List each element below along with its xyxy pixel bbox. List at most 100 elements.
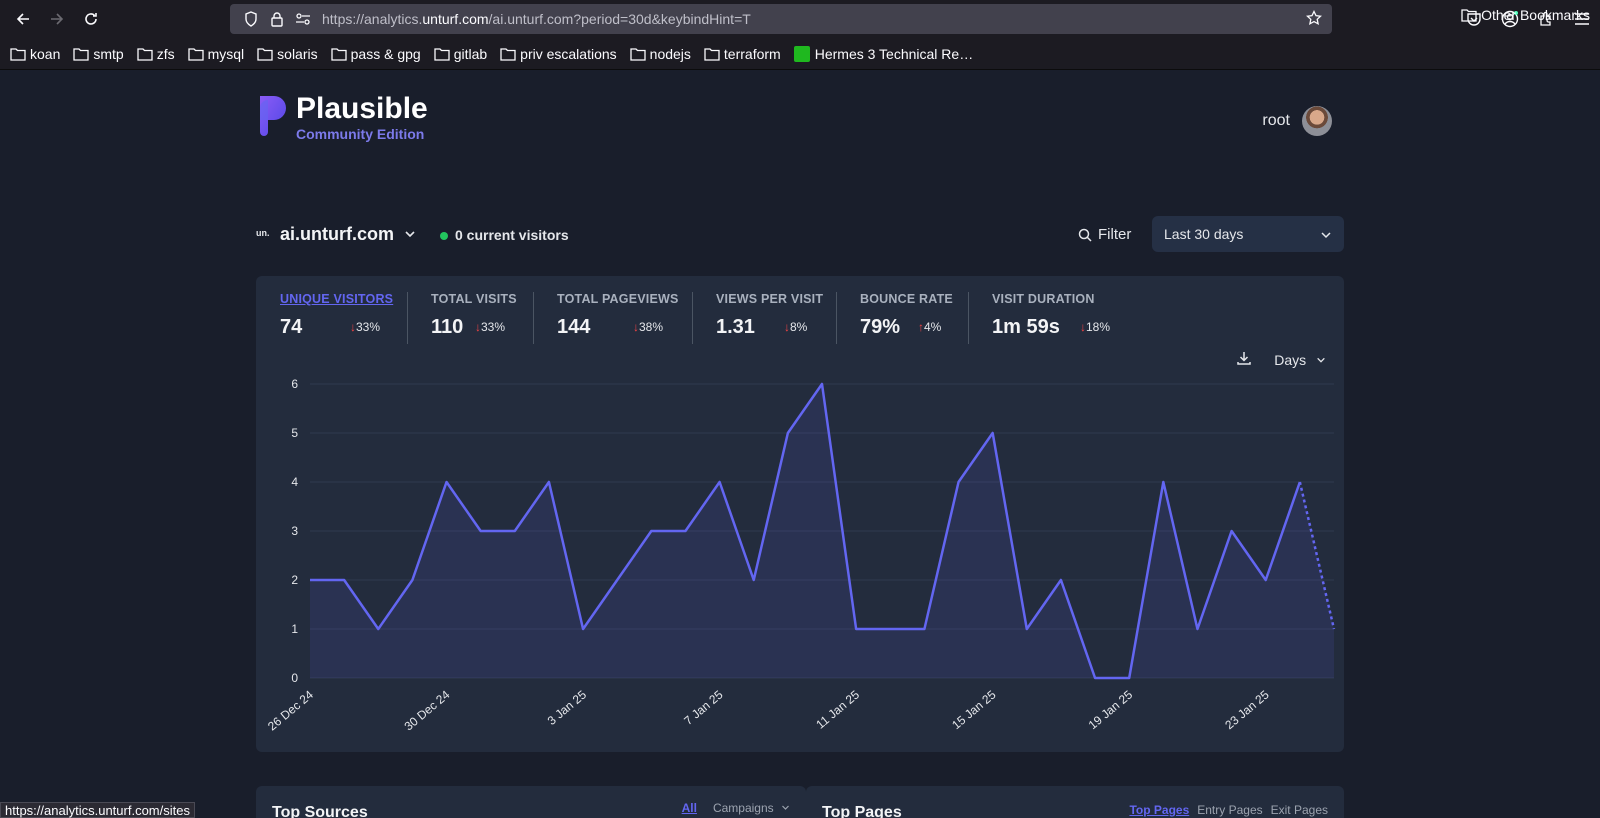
- data-point: [649, 529, 653, 533]
- lock-icon[interactable]: [264, 11, 290, 27]
- tab-entry-pages[interactable]: Entry Pages: [1197, 803, 1263, 817]
- bookmark-item[interactable]: nodejs: [630, 46, 691, 62]
- plausible-logo[interactable]: Plausible Community Edition: [256, 94, 428, 142]
- y-tick-label: 1: [291, 622, 298, 636]
- filter-button[interactable]: Filter: [1078, 226, 1131, 243]
- visitors-line-chart[interactable]: 0 1 2 3 4 5 6 26 Dec 24 30 Dec 24 3 Jan 25 7 Jan 2…: [256, 366, 1344, 746]
- folder-icon: [500, 47, 516, 61]
- bookmark-item[interactable]: terraform: [704, 46, 781, 62]
- data-point: [445, 480, 449, 484]
- url-text[interactable]: https://analytics.unturf.com/ai.unturf.c…: [322, 11, 751, 27]
- folder-icon: [630, 47, 646, 61]
- data-point: [615, 578, 619, 582]
- bookmark-label: zfs: [156, 45, 175, 62]
- metric-total-visits[interactable]: TOTAL VISITS 110 ↓33%: [431, 292, 517, 344]
- other-bookmarks[interactable]: Other Bookmarks: [1461, 7, 1590, 23]
- folder-icon: [137, 47, 153, 61]
- bookmark-item[interactable]: smtp: [73, 46, 124, 62]
- arrow-left-icon: [16, 13, 29, 25]
- other-bookmarks-label: Other Bookmarks: [1481, 7, 1590, 23]
- interval-picker[interactable]: Days: [1274, 352, 1326, 368]
- tab-all[interactable]: All: [681, 801, 697, 815]
- bookmark-item[interactable]: priv escalations: [500, 46, 617, 62]
- data-point: [1195, 627, 1199, 631]
- data-point: [1161, 480, 1165, 484]
- current-visitors[interactable]: 0 current visitors: [455, 227, 569, 243]
- data-point: [752, 578, 756, 582]
- chevron-down-icon: [782, 805, 789, 810]
- bookmark-item[interactable]: gitlab: [434, 46, 487, 62]
- x-tick-label: 26 Dec 24: [265, 687, 316, 733]
- metric-views-per-visit[interactable]: VIEWS PER VISIT 1.31 ↓8%: [716, 292, 823, 344]
- logo-subtitle: Community Edition: [296, 126, 425, 142]
- extensions-button[interactable]: [1528, 4, 1564, 34]
- metric-change: ↓18%: [1080, 320, 1111, 334]
- metric-unique-visitors[interactable]: UNIQUE VISITORS 74 ↓33%: [280, 292, 393, 344]
- tab-exit-pages[interactable]: Exit Pages: [1270, 803, 1328, 817]
- metric-change: ↑4%: [918, 320, 942, 334]
- live-dot-icon: [440, 232, 448, 240]
- bookmark-item[interactable]: mysql: [187, 46, 244, 62]
- metric-label: UNIQUE VISITORS: [280, 292, 394, 306]
- filter-label: Filter: [1098, 226, 1132, 243]
- bookmark-item[interactable]: zfs: [137, 46, 175, 62]
- logo-title: Plausible: [296, 92, 428, 125]
- metric-value: 1m 59s: [992, 316, 1060, 338]
- arrow-down-icon: ↓: [350, 320, 356, 334]
- star-icon[interactable]: [1306, 9, 1322, 31]
- period-picker[interactable]: Last 30 days: [1152, 216, 1344, 252]
- plausible-logo-icon: [260, 96, 286, 136]
- x-tick-label: 11 Jan 25: [813, 687, 862, 731]
- data-point: [1264, 578, 1268, 582]
- metric-change: ↓33%: [475, 320, 506, 334]
- folder-icon: [10, 47, 26, 61]
- forward-button[interactable]: [40, 4, 74, 34]
- account-icon: [1501, 10, 1519, 28]
- x-tick-label: 7 Jan 25: [681, 687, 726, 728]
- tab-top-pages[interactable]: Top Pages: [1129, 803, 1190, 817]
- download-icon[interactable]: [1236, 350, 1252, 369]
- bookmark-label: Hermes 3 Technical Re…: [814, 45, 974, 62]
- metric-bounce-rate[interactable]: BOUNCE RATE 79% ↑4%: [860, 292, 953, 344]
- top-pages-panel: Top Pages Top Pages Entry Pages Exit Pag…: [806, 786, 1344, 818]
- bookmark-item[interactable]: pass & gpg: [330, 45, 421, 62]
- top-sources-title: Top Sources: [272, 804, 368, 818]
- data-point: [1127, 676, 1131, 680]
- back-button[interactable]: [6, 4, 40, 34]
- data-point: [888, 627, 892, 631]
- permissions-icon[interactable]: [290, 12, 316, 26]
- shield-icon[interactable]: [238, 11, 264, 27]
- hamburger-icon: [1575, 13, 1589, 25]
- metric-label: VIEWS PER VISIT: [716, 292, 824, 306]
- bookmark-item[interactable]: koan: [10, 46, 60, 62]
- metric-value: 144: [557, 316, 591, 338]
- bookmark-label: pass & gpg: [350, 45, 421, 62]
- folder-icon: [330, 47, 347, 61]
- site-switcher[interactable]: ai.unturf.com: [280, 224, 395, 244]
- data-point: [1332, 627, 1336, 631]
- data-point: [1093, 676, 1097, 680]
- account-button[interactable]: [1492, 4, 1528, 34]
- interval-label: Days: [1274, 351, 1307, 368]
- bookmark-item[interactable]: Hermes 3 Technical Re…: [793, 45, 974, 62]
- data-point: [991, 431, 995, 435]
- bookmark-item[interactable]: solaris: [257, 46, 318, 62]
- data-point: [342, 578, 346, 582]
- data-point: [683, 529, 687, 533]
- metric-visit-duration[interactable]: VISIT DURATION 1m 59s ↓18%: [992, 292, 1110, 344]
- metric-total-pageviews[interactable]: TOTAL PAGEVIEWS 144 ↓38%: [557, 292, 679, 344]
- bookmark-label: koan: [30, 45, 61, 62]
- data-point: [854, 627, 858, 631]
- reload-button[interactable]: [74, 4, 108, 34]
- tab-campaigns[interactable]: Campaigns: [705, 801, 790, 815]
- menu-button[interactable]: [1564, 4, 1600, 34]
- status-bar-url: https://analytics.unturf.com/sites: [0, 802, 195, 818]
- chevron-down-icon[interactable]: [404, 222, 416, 243]
- data-point: [1298, 480, 1302, 484]
- user-menu[interactable]: root: [1262, 106, 1332, 136]
- y-tick-label: 3: [291, 524, 298, 538]
- site-favicon: un.: [256, 228, 270, 238]
- data-point: [1025, 627, 1029, 631]
- url-bar[interactable]: https://analytics.unturf.com/ai.unturf.c…: [230, 4, 1332, 34]
- data-point: [957, 480, 961, 484]
